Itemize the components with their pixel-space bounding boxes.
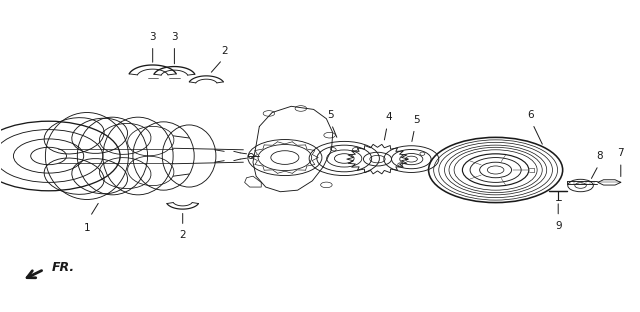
Text: 6: 6 — [527, 110, 534, 120]
Text: 8: 8 — [596, 151, 603, 161]
Text: 3: 3 — [149, 32, 156, 42]
Text: 7: 7 — [618, 148, 624, 158]
Text: 2: 2 — [221, 46, 228, 56]
Text: 9: 9 — [555, 221, 561, 231]
Text: 4: 4 — [386, 112, 392, 122]
Text: 3: 3 — [171, 32, 178, 42]
Text: 1: 1 — [84, 223, 90, 233]
Text: 5: 5 — [413, 115, 420, 124]
Text: FR.: FR. — [52, 261, 75, 274]
Text: 2: 2 — [179, 230, 186, 240]
Text: 5: 5 — [327, 110, 333, 120]
